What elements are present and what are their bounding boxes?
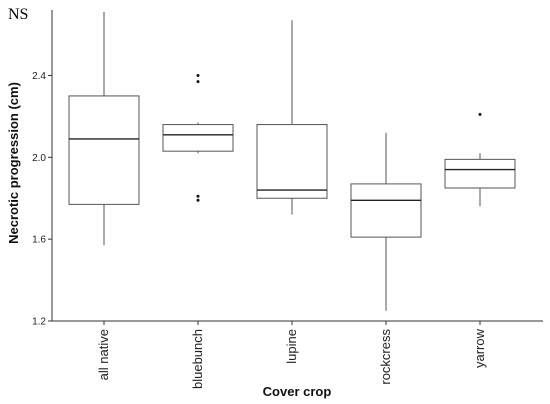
box-group [350, 132, 422, 311]
box-group [68, 12, 140, 246]
x-tick-label: all native [96, 329, 111, 380]
box-group [256, 20, 328, 215]
y-axis-ticks: 1.2 1.6 2.0 2.4 [32, 71, 52, 328]
box-iqr [350, 183, 422, 238]
x-axis-title: Cover crop [263, 384, 332, 399]
x-tick-label: bluebunch [190, 329, 205, 389]
x-tick-label: rockcress [378, 329, 393, 385]
x-tick-label: yarrow [472, 328, 487, 368]
y-tick-label: 2.4 [32, 71, 46, 82]
box-group [444, 112, 516, 207]
box-iqr [68, 95, 140, 205]
y-tick-label: 1.2 [32, 317, 46, 328]
x-tick-label: lupine [284, 329, 299, 364]
plot-area [68, 12, 516, 311]
outlier-point [196, 73, 200, 77]
box-iqr [256, 124, 328, 199]
outlier-point [478, 112, 482, 116]
outlier-point [196, 198, 200, 202]
box-iqr [162, 124, 234, 152]
box-iqr [444, 158, 516, 189]
significance-annotation: NS [8, 6, 28, 23]
y-tick-label: 2.0 [32, 153, 46, 164]
outlier-point [196, 194, 200, 198]
y-tick-label: 1.6 [32, 235, 46, 246]
outlier-point [196, 80, 200, 84]
y-axis-title: Necrotic progression (cm) [6, 82, 21, 244]
x-axis-ticks: all native bluebunch lupine rockcress yarrow [96, 321, 487, 389]
box-group [162, 73, 234, 202]
